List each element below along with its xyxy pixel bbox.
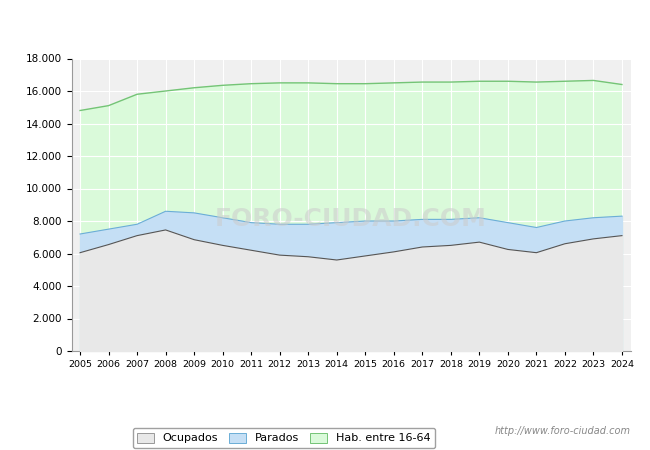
- Text: FORO-CIUDAD.COM: FORO-CIUDAD.COM: [215, 207, 487, 231]
- Text: http://www.foro-ciudad.com: http://www.foro-ciudad.com: [495, 427, 630, 436]
- Text: Cambre - Evolucion de la poblacion en edad de Trabajar Septiembre de 2024: Cambre - Evolucion de la poblacion en ed…: [98, 17, 552, 30]
- Legend: Ocupados, Parados, Hab. entre 16-64: Ocupados, Parados, Hab. entre 16-64: [133, 428, 435, 448]
